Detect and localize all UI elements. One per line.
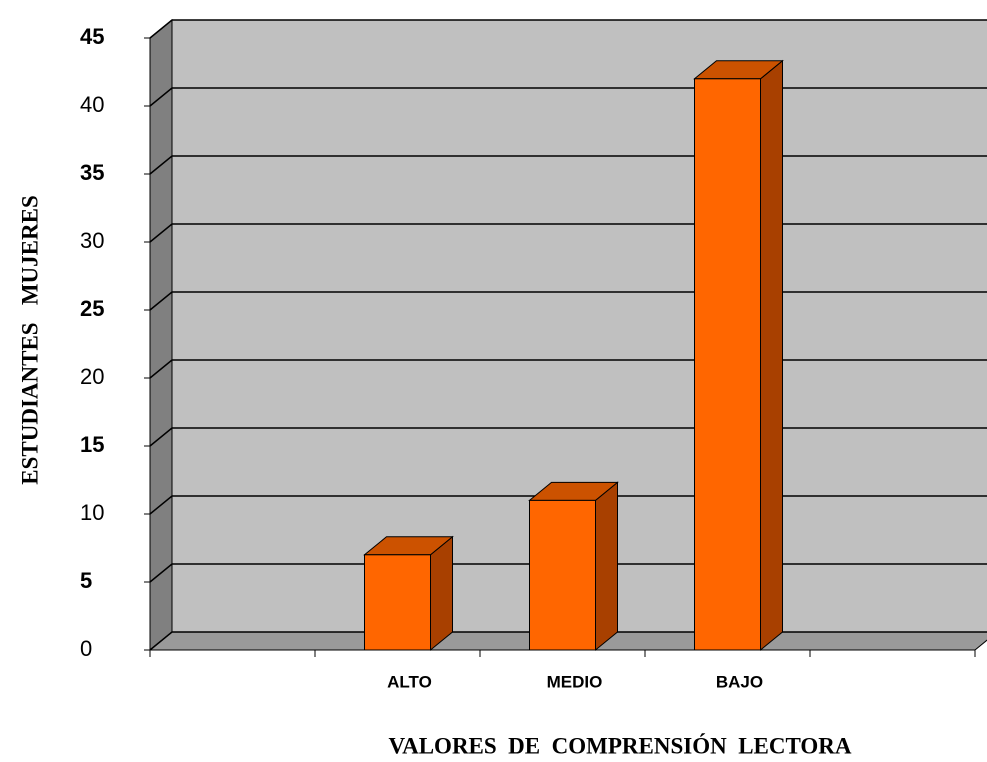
- y-tick-label: 10: [80, 500, 104, 525]
- x-tick-label: ALTO: [387, 672, 432, 691]
- bar: [529, 499, 596, 651]
- y-tick-label: 25: [80, 296, 104, 321]
- bar-side: [595, 481, 618, 652]
- x-axis-title: VALORES DE COMPRENSIÓN LECTORA: [388, 732, 851, 758]
- y-tick-label: 40: [80, 92, 104, 117]
- bar-side: [760, 59, 783, 652]
- y-tick-label: 45: [80, 24, 104, 49]
- bar: [694, 78, 761, 651]
- y-tick-label: 20: [80, 364, 104, 389]
- x-tick-label: MEDIO: [547, 672, 603, 691]
- x-tick-label: BAJO: [716, 672, 763, 691]
- y-tick-label: 35: [80, 160, 104, 185]
- y-axis-title: ESTUDIANTES MUJERES: [17, 195, 42, 485]
- grid-line: [149, 19, 987, 39]
- bar: [364, 554, 431, 651]
- y-tick-label: 30: [80, 228, 104, 253]
- side-wall: [149, 18, 173, 652]
- y-tick-label: 5: [80, 568, 92, 593]
- y-tick-label: 0: [80, 636, 92, 661]
- y-tick-label: 15: [80, 432, 104, 457]
- bar-side: [430, 535, 453, 652]
